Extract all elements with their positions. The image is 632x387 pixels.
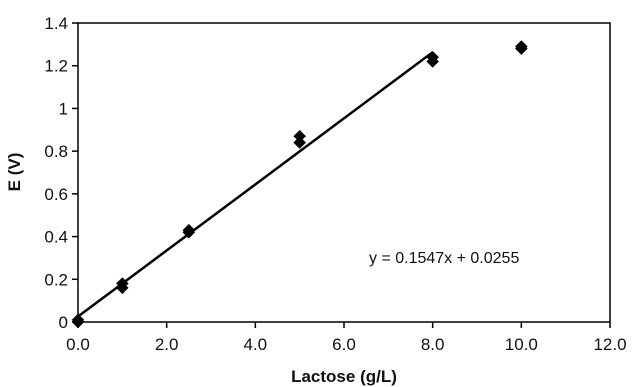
data-point	[71, 313, 85, 327]
y-tick-label: 0.2	[44, 270, 68, 289]
x-axis-label: Lactose (g/L)	[291, 367, 397, 386]
data-point	[182, 223, 196, 237]
y-tick-label: 1	[59, 99, 68, 118]
x-axis-ticks: 0.0 2.0 4.0 6.0 8.0 10.0 12.0	[66, 322, 627, 354]
data-point	[426, 50, 440, 64]
y-tick-label: 1.2	[44, 57, 68, 76]
y-tick-label: 0	[59, 313, 68, 332]
x-tick-label: 10.0	[505, 335, 538, 354]
y-tick-label: 0.8	[44, 142, 68, 161]
trendline-layer	[77, 51, 434, 318]
data-point	[293, 136, 307, 149]
data-point	[293, 129, 307, 143]
y-tick-label: 1.4	[44, 14, 68, 33]
x-tick-label: 4.0	[244, 335, 268, 354]
data-point	[115, 277, 129, 290]
x-tick-label: 6.0	[332, 335, 356, 354]
data-point	[514, 40, 528, 53]
x-tick-label: 2.0	[155, 335, 179, 354]
y-axis-label: E (V)	[5, 153, 24, 192]
data-points-layer	[71, 40, 528, 329]
x-tick-label: 0.0	[66, 335, 90, 354]
plot-area	[77, 22, 611, 323]
y-tick-label: 0.4	[44, 228, 68, 247]
y-tick-label: 0.6	[44, 185, 68, 204]
x-tick-label: 8.0	[421, 335, 445, 354]
trendline-equation: y = 0.1547x + 0.0255	[369, 250, 519, 267]
x-tick-label: 12.0	[593, 335, 626, 354]
trendline	[77, 51, 434, 318]
y-axis-ticks: 0 0.2 0.4 0.6 0.8 1 1.2 1.4	[44, 14, 78, 332]
